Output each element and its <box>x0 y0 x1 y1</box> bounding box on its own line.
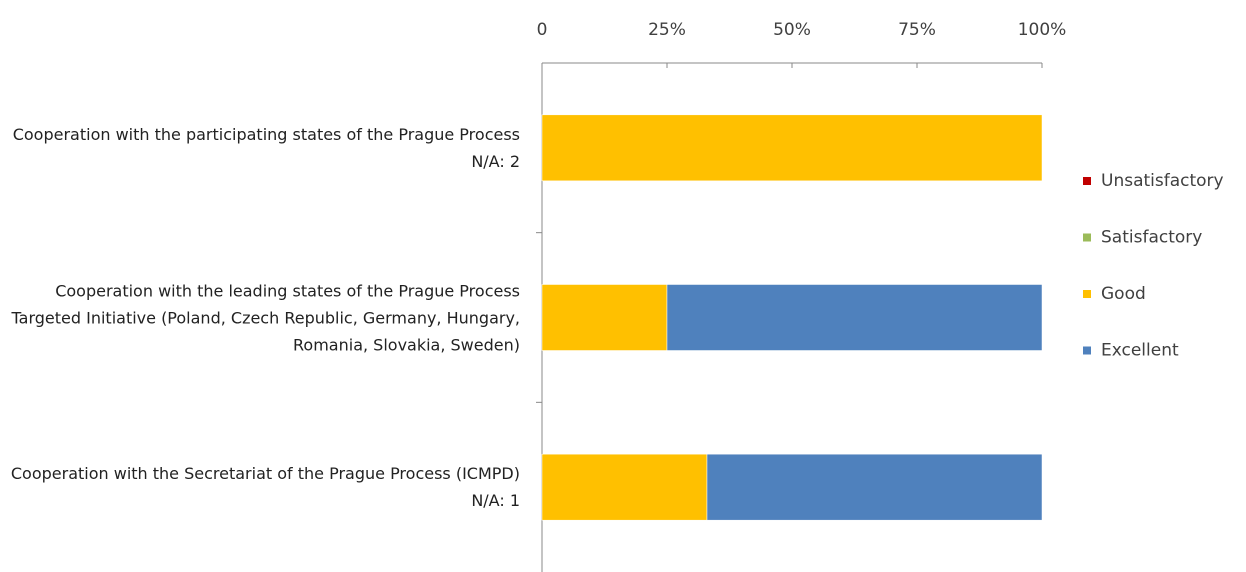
x-tick-label: 25% <box>648 20 686 40</box>
bar-segment <box>541 453 708 521</box>
x-tick-label: 75% <box>898 20 936 40</box>
bar-segment <box>706 453 1043 521</box>
x-tick-label: 0 <box>537 20 548 40</box>
y-tick-label: Cooperation with the leading states of t… <box>11 281 520 354</box>
legend-label: Excellent <box>1101 341 1179 361</box>
bar-segment <box>666 284 1043 351</box>
bar-segment <box>541 114 1043 182</box>
legend-label: Good <box>1101 284 1146 304</box>
legend-label: Unsatisfactory <box>1101 171 1224 191</box>
legend-swatch <box>1083 346 1091 355</box>
legend-swatch <box>1083 177 1091 185</box>
legend-swatch <box>1083 233 1091 242</box>
legend-swatch <box>1083 290 1091 298</box>
y-tick-label: Cooperation with the Secretariat of the … <box>10 464 520 511</box>
x-tick-label: 50% <box>773 20 811 40</box>
bar-segment <box>541 284 668 351</box>
x-tick-label: 100% <box>1018 20 1067 40</box>
y-tick-label: Cooperation with the participating state… <box>12 124 520 171</box>
legend-label: Satisfactory <box>1101 228 1202 248</box>
